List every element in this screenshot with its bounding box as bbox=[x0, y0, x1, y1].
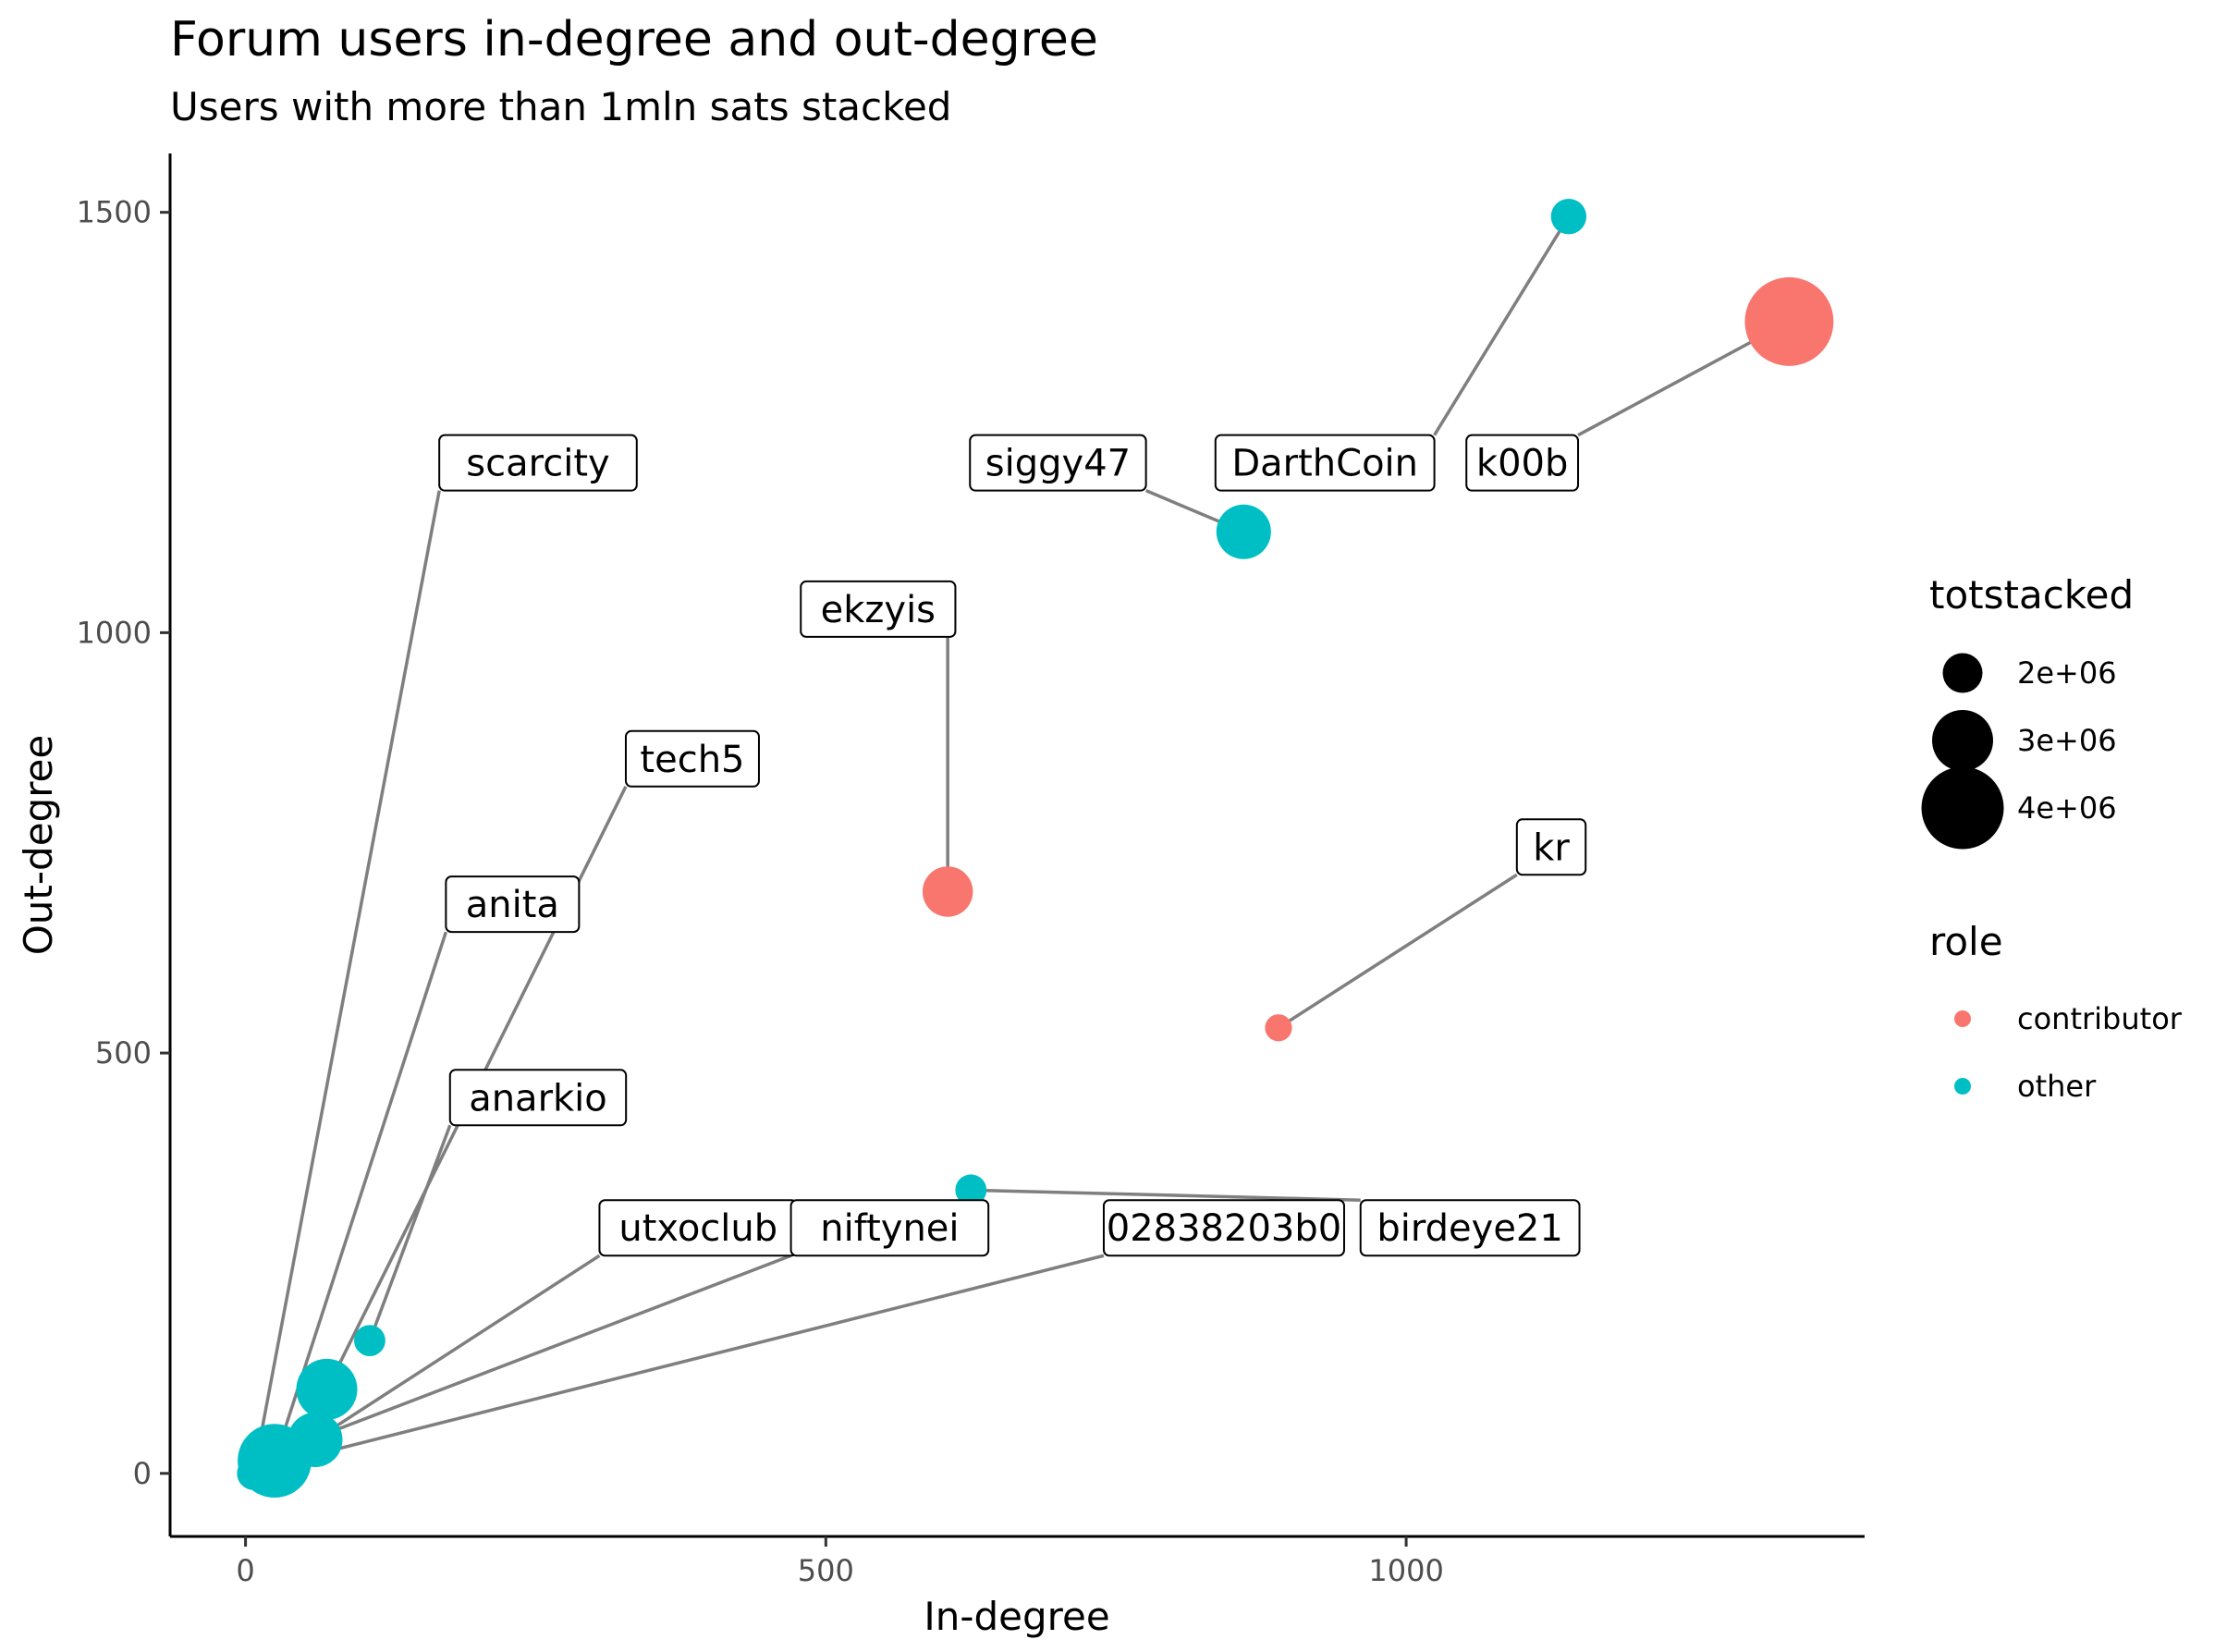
y-tick-label: 0 bbox=[133, 1456, 152, 1491]
point-label-box bbox=[445, 875, 581, 934]
legend-size-entries: 2e+06 3e+06 4e+06 bbox=[1921, 653, 2117, 850]
point-label-box bbox=[1214, 434, 1436, 492]
legend-color-title: role bbox=[1929, 919, 2003, 964]
data-point bbox=[354, 1325, 385, 1357]
point-label: siggy47 bbox=[969, 434, 1147, 492]
point-label: utxoclub bbox=[598, 1199, 799, 1257]
legend-size-key bbox=[1932, 710, 1993, 771]
data-point bbox=[296, 1358, 358, 1420]
y-ticks: 0 500 1000 1500 bbox=[77, 195, 170, 1491]
data-point bbox=[1216, 504, 1271, 559]
point-label-box bbox=[789, 1199, 990, 1257]
point-label: scarcity bbox=[438, 434, 638, 492]
point-label-box bbox=[438, 434, 638, 492]
label-connector bbox=[368, 1124, 452, 1341]
point-label-box bbox=[1102, 1199, 1345, 1257]
axes: 0 500 1000 0 500 1000 1500 bbox=[77, 153, 1865, 1588]
point-label-box bbox=[448, 1069, 628, 1127]
point-label: anita bbox=[445, 875, 581, 934]
chart-title: Forum users in-degree and out-degree bbox=[170, 12, 1098, 67]
y-tick-label: 1500 bbox=[77, 195, 152, 230]
point-label-text: tech5 bbox=[640, 739, 744, 781]
legend-color-key bbox=[1954, 1078, 1971, 1095]
legend-color-key bbox=[1954, 1010, 1971, 1027]
legend-size-key bbox=[1921, 766, 2004, 850]
point-label: ekzyis bbox=[800, 580, 957, 638]
point-label-text: siggy47 bbox=[985, 443, 1131, 485]
point-label-box bbox=[624, 729, 760, 788]
point-label-text: anita bbox=[466, 884, 559, 926]
data-point bbox=[922, 866, 973, 917]
point-label: niftynei bbox=[789, 1199, 990, 1257]
y-axis-title: Out-degree bbox=[16, 735, 61, 956]
legend-color-label: contributor bbox=[2017, 1001, 2183, 1036]
x-tick-label: 0 bbox=[236, 1553, 254, 1588]
y-tick-label: 1000 bbox=[77, 615, 152, 650]
point-label-box bbox=[969, 434, 1147, 492]
point-label-text: scarcity bbox=[466, 443, 609, 485]
x-tick-label: 500 bbox=[798, 1553, 854, 1588]
x-tick-label: 1000 bbox=[1368, 1553, 1443, 1588]
data-point bbox=[955, 1174, 987, 1206]
legend-size-label: 2e+06 bbox=[2017, 655, 2117, 691]
point-label-text: ekzyis bbox=[821, 589, 936, 631]
point-label-text: kr bbox=[1533, 826, 1570, 869]
point-label-text: 02838203b0 bbox=[1107, 1207, 1341, 1250]
data-point bbox=[1744, 276, 1834, 366]
label-connector bbox=[1278, 873, 1518, 1030]
point-label-text: niftynei bbox=[820, 1207, 959, 1250]
point-label: DarthCoin bbox=[1214, 434, 1436, 492]
point-label-text: utxoclub bbox=[618, 1207, 777, 1250]
data-point bbox=[1550, 199, 1587, 235]
point-label-box bbox=[1515, 818, 1587, 876]
point-label: k00b bbox=[1465, 434, 1580, 492]
label-connector bbox=[313, 1254, 601, 1441]
legend-size-title: totstacked bbox=[1929, 572, 2134, 618]
data-point bbox=[237, 1456, 271, 1490]
point-labels: scarcity siggy47 DarthCoin k00b ekzyis tech5 a… bbox=[438, 434, 1587, 1257]
data-point bbox=[1265, 1014, 1292, 1042]
label-connector bbox=[1433, 215, 1571, 436]
point-label-box bbox=[800, 580, 957, 638]
point-label: birdeye21 bbox=[1359, 1199, 1581, 1257]
label-connector bbox=[251, 490, 441, 1475]
point-label-text: birdeye21 bbox=[1377, 1207, 1562, 1250]
point-label-box bbox=[1359, 1199, 1581, 1257]
point-label-box bbox=[1465, 434, 1580, 492]
legend-size-label: 4e+06 bbox=[2017, 790, 2117, 826]
x-axis-title: In-degree bbox=[924, 1594, 1109, 1639]
label-connector bbox=[265, 1254, 792, 1459]
point-label-text: k00b bbox=[1476, 443, 1568, 485]
point-label: tech5 bbox=[624, 729, 760, 788]
x-ticks: 0 500 1000 bbox=[236, 1536, 1444, 1588]
point-label: kr bbox=[1515, 818, 1587, 876]
point-label: 02838203b0 bbox=[1102, 1199, 1345, 1257]
y-tick-label: 500 bbox=[95, 1035, 152, 1071]
point-label-text: DarthCoin bbox=[1231, 443, 1418, 485]
label-connector bbox=[256, 1254, 1105, 1471]
legend-color-entries: contributor other bbox=[1954, 1001, 2183, 1104]
chart-subtitle: Users with more than 1mln sats stacked bbox=[170, 84, 951, 129]
label-connector bbox=[971, 1188, 1361, 1202]
legend: totstacked 2e+06 3e+06 4e+06 role contribu… bbox=[1921, 572, 2183, 1104]
legend-color-label: other bbox=[2017, 1069, 2097, 1104]
point-label-text: anarkio bbox=[469, 1077, 607, 1120]
legend-size-label: 3e+06 bbox=[2017, 723, 2117, 758]
point-label: anarkio bbox=[448, 1069, 628, 1127]
data-points bbox=[237, 199, 1834, 1499]
legend-size-key bbox=[1942, 653, 1983, 693]
